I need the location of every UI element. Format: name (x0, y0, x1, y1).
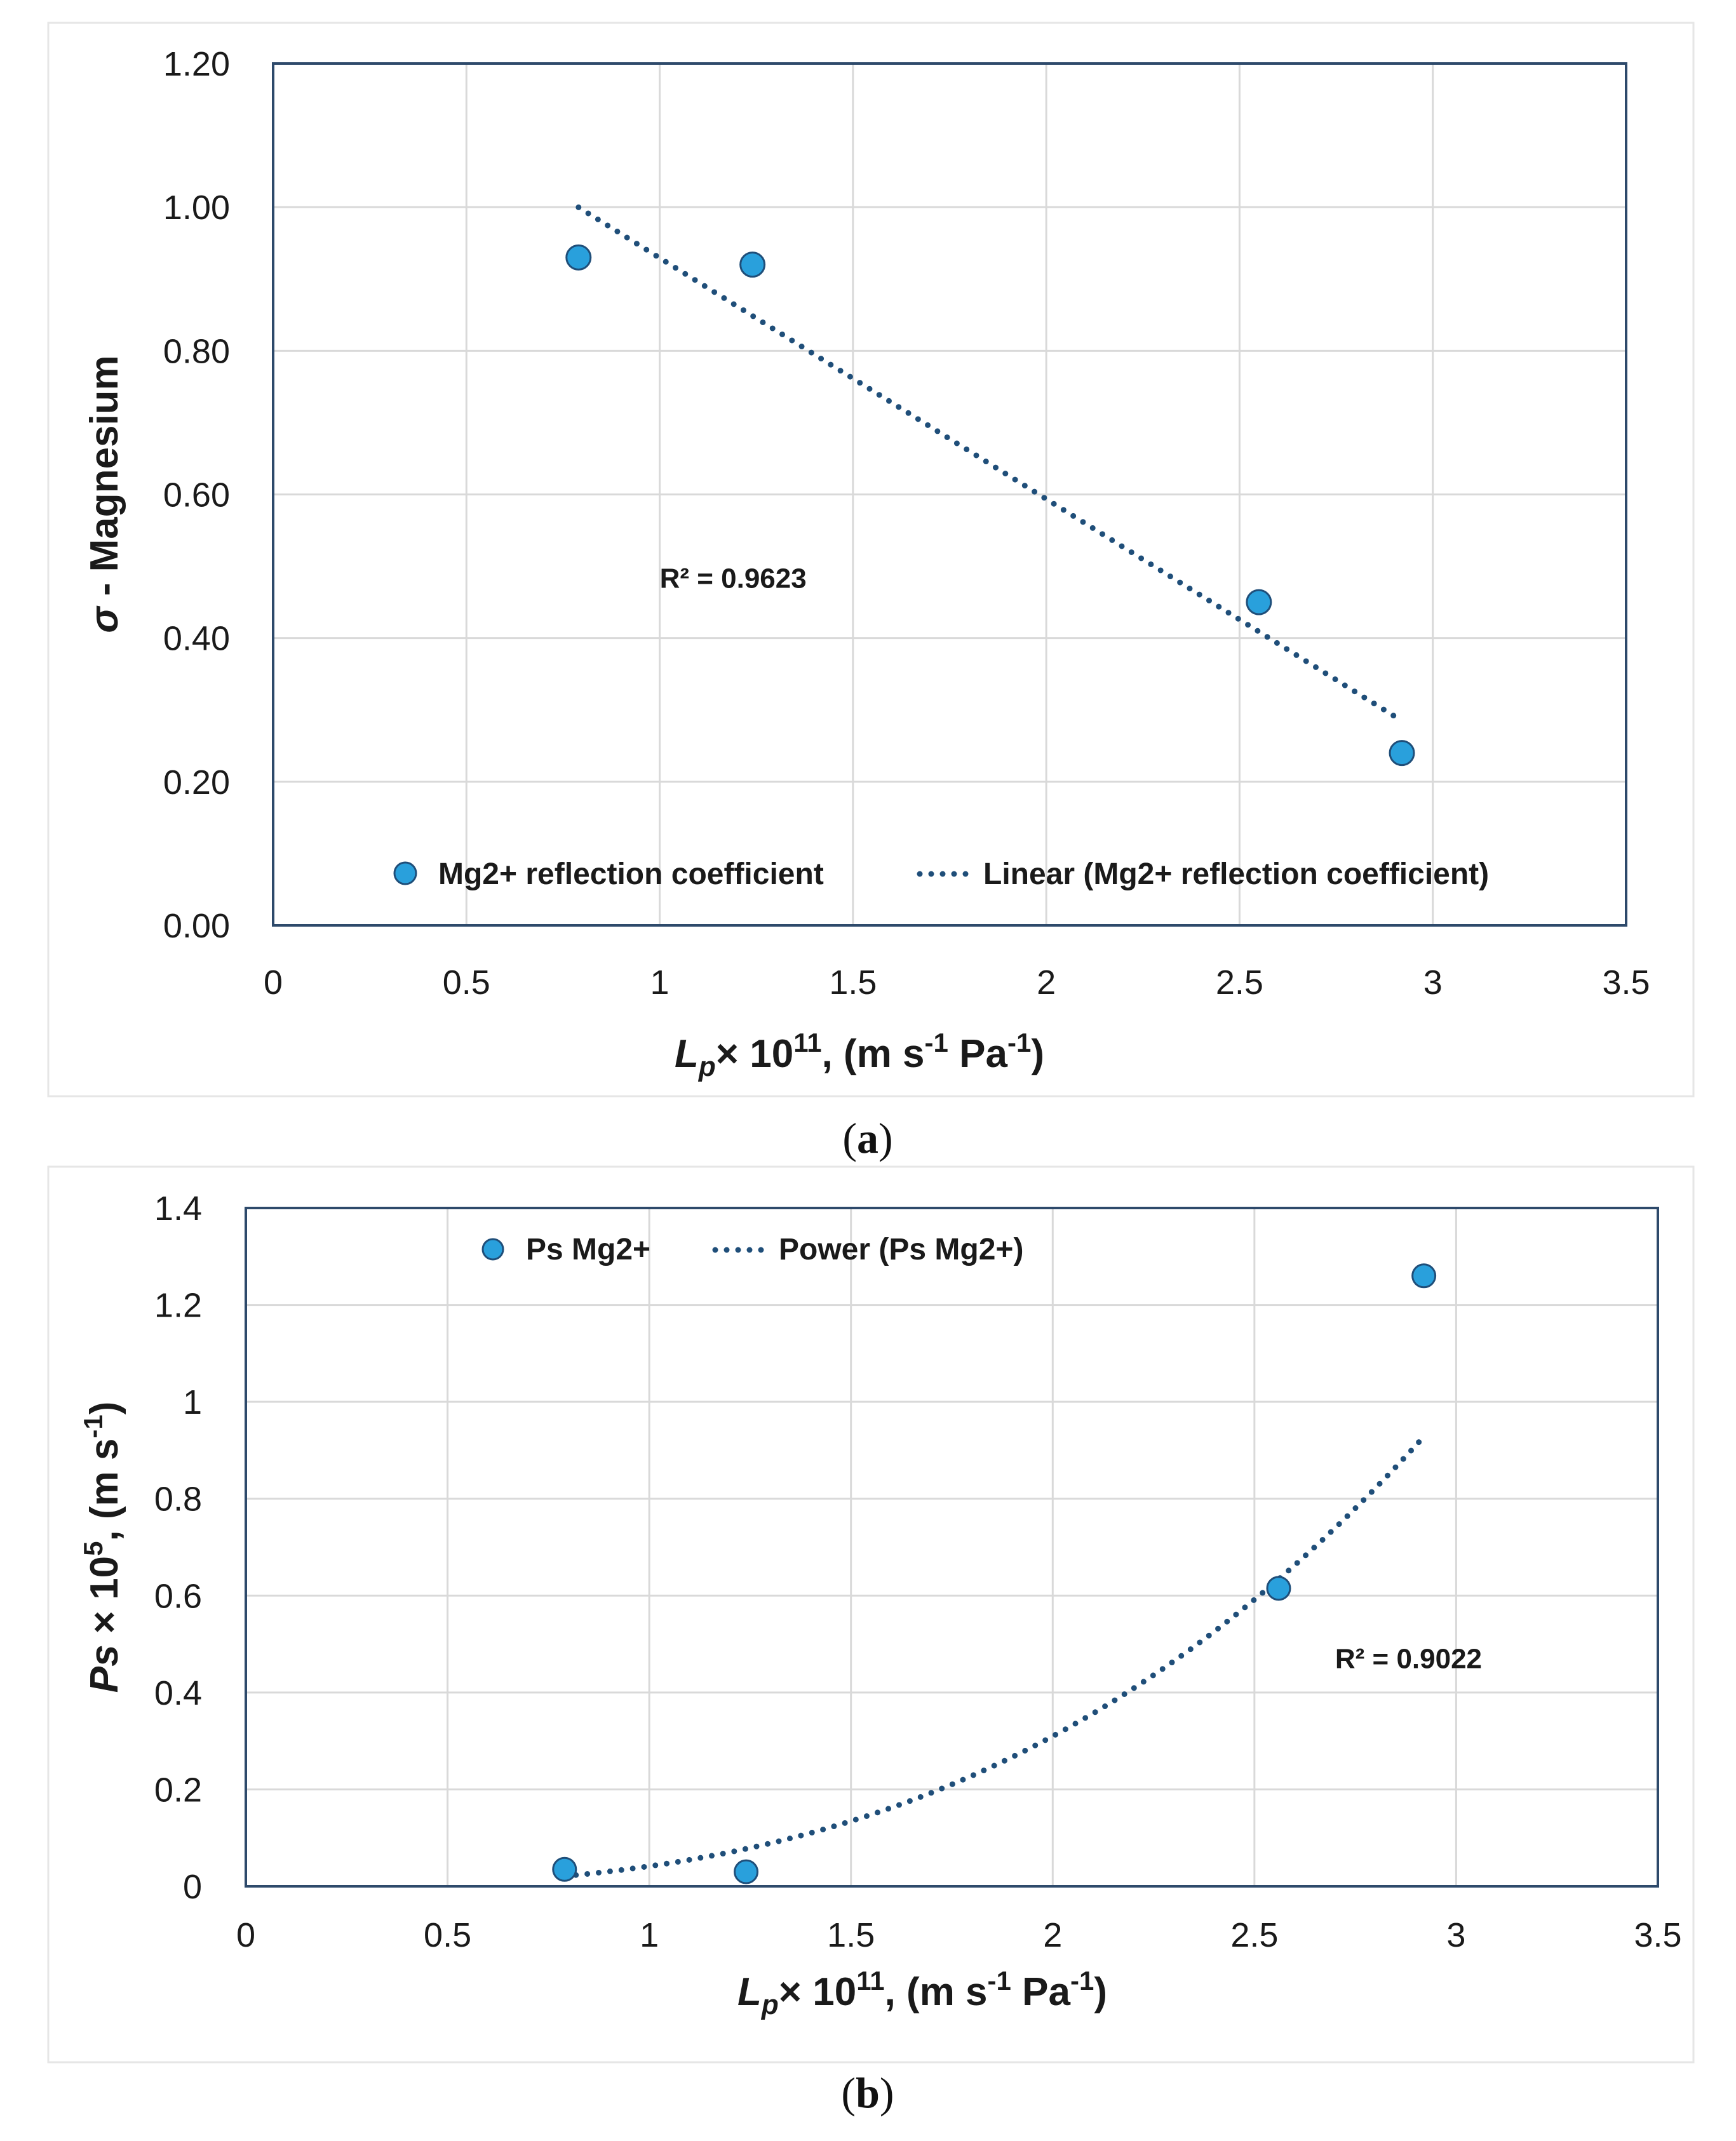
panel-b-y-tick-label: 0 (183, 1868, 202, 1906)
panel-b-plot-area (245, 1207, 1659, 1888)
panel-a-y-tick-label: 0.40 (163, 620, 230, 658)
panel-a: 0.00 0.20 0.40 0.60 0.80 1.00 1.20 0 0.5 1 1.5 2 2.… (47, 22, 1695, 1097)
panel-b-y-tick-label: 0.8 (154, 1480, 202, 1519)
panel-b-y-tick-label: 1.4 (154, 1190, 202, 1228)
panel-a-y-tick-label: 0.60 (163, 476, 230, 514)
panel-a-gridlines (273, 64, 1626, 925)
panel-a-x-tick-label: 3.5 (1602, 963, 1650, 1002)
panel-b-data-point (1266, 1576, 1291, 1601)
panel-a-legend: Mg2+ reflection coefficient Linear (Mg2+… (393, 857, 1489, 891)
panel-a-data-point (565, 244, 592, 271)
panel-b-x-tick-label: 0 (236, 1916, 255, 1954)
panel-a-y-tick-label: 0.80 (163, 332, 230, 370)
panel-a-data-point (739, 252, 766, 278)
panel-a-y-tick-label: 1.20 (163, 45, 230, 83)
panel-a-y-tick-label: 0.00 (163, 907, 230, 945)
panel-b-data-points (552, 1263, 1437, 1884)
panel-a-x-tick-label: 0 (264, 963, 283, 1002)
panel-b-caption: (b) (841, 2069, 894, 2117)
panel-a-trendline-group (575, 204, 1405, 724)
panel-b-data-point (1411, 1263, 1437, 1289)
panel-a-x-tick-labels: 0 0.5 1 1.5 2 2.5 3 3.5 (264, 963, 1650, 1002)
panel-b-gridlines (246, 1208, 1658, 1886)
panel-b-legend: Ps Mg2+ Power (Ps Mg2+) (481, 1233, 1023, 1266)
panel-a-legend-series-label: Mg2+ reflection coefficient (438, 857, 824, 891)
panel-a-data-point (1246, 589, 1272, 615)
panel-b-legend-marker (481, 1238, 504, 1261)
panel-b-x-tick-label: 1.5 (827, 1916, 875, 1954)
panel-a-r2-label: R² = 0.9623 (660, 563, 807, 594)
panel-b-data-point (552, 1856, 577, 1882)
panel-a-data-points (565, 244, 1415, 767)
panel-a-y-tick-label: 0.20 (163, 763, 230, 802)
panel-b-y-tick-label: 0.6 (154, 1577, 202, 1615)
panel-b-x-tick-label: 2 (1043, 1916, 1062, 1954)
panel-a-x-tick-label: 1.5 (829, 963, 877, 1002)
panel-a-data-point (1389, 740, 1415, 767)
panel-b-y-tick-labels: 0 0.2 0.4 0.6 0.8 1 1.2 1.4 (154, 1190, 202, 1906)
panel-b-r2-label: R² = 0.9022 (1335, 1644, 1482, 1675)
panel-b-legend-trend-label: Power (Ps Mg2+) (779, 1233, 1023, 1266)
panel-a-x-tick-label: 3 (1423, 963, 1443, 1002)
panel-a-y-axis-label: σ - Magnesium (83, 355, 126, 633)
panel-b-x-tick-label: 0.5 (424, 1916, 471, 1954)
panel-b-x-tick-label: 3 (1446, 1916, 1465, 1954)
panel-a-x-tick-label: 0.5 (443, 963, 490, 1002)
panel-b-x-tick-label: 3.5 (1634, 1916, 1681, 1954)
panel-b-y-axis-label: Ps × 105, (m s-1) (78, 1402, 126, 1693)
panel-a-legend-trend-label: Linear (Mg2+ reflection coefficient) (983, 857, 1489, 891)
panel-a-x-tick-label: 2.5 (1216, 963, 1263, 1002)
panel-a-plot-area (272, 62, 1627, 927)
panel-b-x-tick-label: 1 (640, 1916, 659, 1954)
panel-b-data-point (734, 1859, 759, 1884)
panel-a-x-tick-label: 2 (1037, 963, 1056, 1002)
panel-b-y-tick-label: 1.2 (154, 1287, 202, 1325)
panel-a-trendline (575, 204, 1405, 724)
panel-b-x-tick-labels: 0 0.5 1 1.5 2 2.5 3 3.5 (236, 1916, 1682, 1954)
panel-a-frame (47, 22, 1695, 1097)
panel-b-x-tick-label: 2.5 (1230, 1916, 1278, 1954)
panel-b: 0 0.2 0.4 0.6 0.8 1 1.2 1.4 0 0.5 1 1.5 2 2.5 3 3.5 R²… (47, 1165, 1695, 2064)
panel-a-legend-marker (393, 861, 417, 885)
panel-a-caption: (a) (842, 1114, 892, 1162)
panel-b-x-axis-label: Lp× 1011, (m s-1 Pa-1) (737, 1966, 1107, 2020)
panel-b-legend-series-label: Ps Mg2+ (526, 1233, 650, 1266)
panel-a-y-tick-label: 1.00 (163, 189, 230, 227)
panel-b-y-tick-label: 0.2 (154, 1771, 202, 1809)
panel-b-frame (47, 1165, 1695, 2064)
panel-b-y-tick-label: 0.4 (154, 1674, 202, 1712)
panel-a-x-tick-label: 1 (650, 963, 670, 1002)
panel-b-y-tick-label: 1 (183, 1383, 202, 1421)
panel-a-x-axis-label: Lp× 1011, (m s-1 Pa-1) (675, 1028, 1044, 1082)
panel-a-y-tick-labels: 0.00 0.20 0.40 0.60 0.80 1.00 1.20 (163, 45, 230, 945)
